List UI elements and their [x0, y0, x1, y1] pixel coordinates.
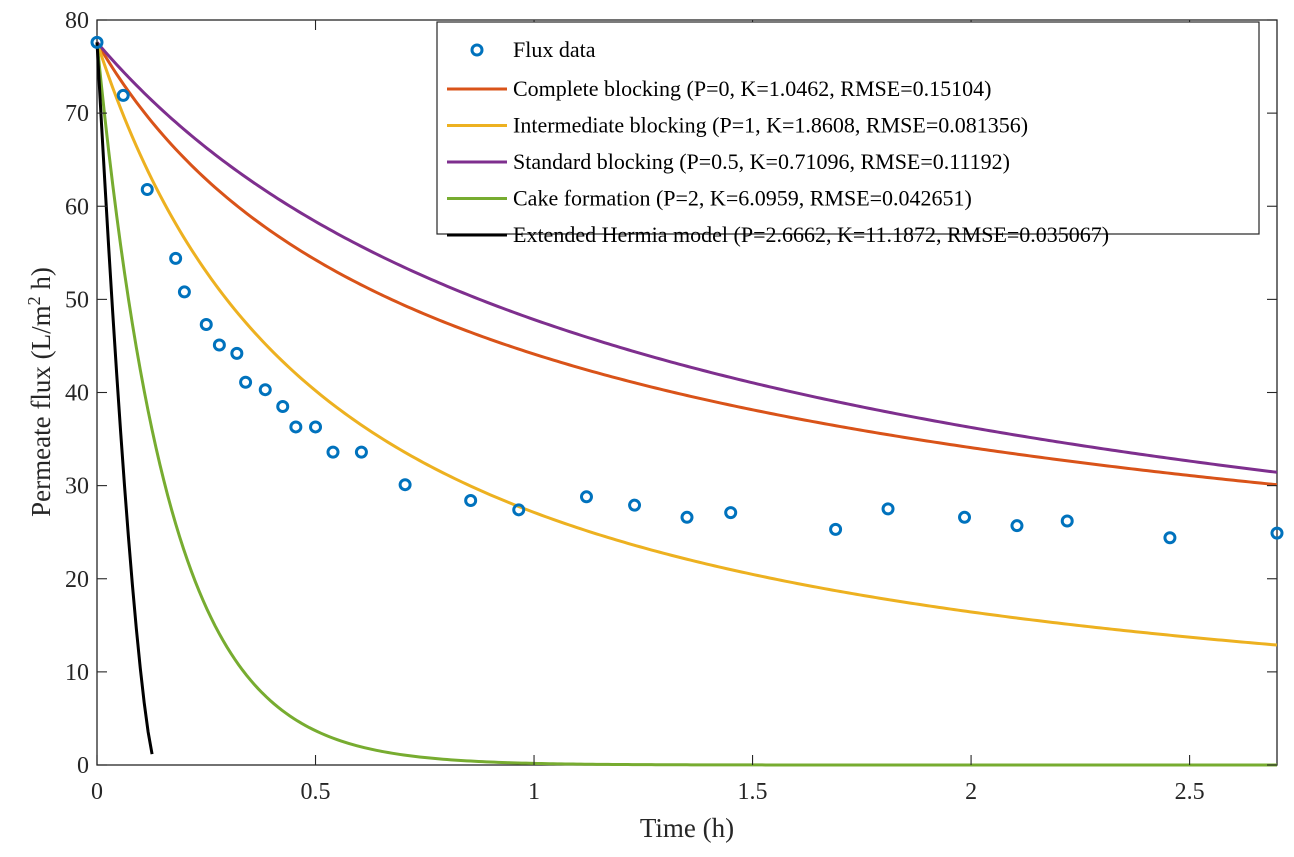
y-tick-label: 70 [65, 101, 89, 127]
flux-data-point [90, 35, 104, 49]
y-tick-label: 20 [65, 567, 89, 593]
flux-data-point [239, 375, 253, 389]
flux-data-point [140, 182, 154, 196]
model-curves [95, 41, 1278, 767]
x-tick-label: 2.5 [1175, 779, 1205, 805]
y-tick-label: 10 [65, 660, 89, 686]
flux-data-point [398, 478, 412, 492]
flux-data-point [1163, 531, 1177, 545]
legend-label-0: Complete blocking (P=0, K=1.0462, RMSE=0… [513, 76, 991, 101]
y-axis-title-superscript: 2 [24, 296, 44, 305]
y-tick-label: 30 [65, 474, 89, 500]
flux-data-point [724, 506, 738, 520]
y-tick-label: 80 [65, 8, 89, 34]
legend-label-1: Intermediate blocking (P=1, K=1.8608, RM… [513, 113, 1028, 138]
x-tick-label: 1.5 [738, 779, 768, 805]
y-ticks: 0 10 20 30 40 50 60 70 80 [65, 8, 1277, 779]
flux-data-point [680, 510, 694, 524]
y-axis-title: Permeate flux (L/m2 h) [24, 267, 56, 517]
flux-data-point [212, 338, 226, 352]
flux-data-point [1270, 526, 1284, 540]
flux-data-point [169, 251, 183, 265]
flux-data-point [230, 346, 244, 360]
flux-data-point [628, 498, 642, 512]
x-axis-title: Time (h) [640, 813, 734, 843]
flux-data-point [1010, 519, 1024, 533]
legend: Flux data Complete blocking (P=0, K=1.04… [436, 21, 1260, 247]
flux-data-point [1060, 514, 1074, 528]
plot-area: 0 0.5 1 1.5 2 2.5 0 10 20 30 40 50 60 70 80 [65, 8, 1284, 805]
flux-data-point [579, 490, 593, 504]
y-axis-title-main: Permeate flux (L/m [26, 305, 56, 516]
x-ticks: 0 0.5 1 1.5 2 2.5 [91, 20, 1205, 805]
x-tick-label: 2 [965, 779, 977, 805]
legend-label-4: Extended Hermia model (P=2.6662, K=11.18… [513, 222, 1109, 247]
flux-data-point [199, 318, 213, 332]
flux-data-point [354, 445, 368, 459]
series-line-0 [95, 41, 1278, 487]
x-tick-label: 0.5 [301, 779, 331, 805]
legend-label-flux-data: Flux data [513, 37, 596, 62]
y-tick-label: 60 [65, 194, 89, 220]
flux-data-point [829, 522, 843, 536]
y-tick-label: 50 [65, 287, 89, 313]
flux-data-point [881, 502, 895, 516]
series-line-4 [95, 42, 154, 755]
x-tick-label: 0 [91, 779, 103, 805]
legend-series: Complete blocking (P=0, K=1.0462, RMSE=0… [447, 76, 1109, 247]
flux-data-point [289, 420, 303, 434]
flux-data-point [276, 399, 290, 413]
flux-data-points [90, 35, 1284, 545]
flux-data-point [116, 88, 130, 102]
flux-data-point [958, 510, 972, 524]
flux-data-point [177, 285, 191, 299]
x-tick-label: 1 [528, 779, 540, 805]
flux-data-point [512, 503, 526, 517]
series-line-1 [95, 41, 1278, 647]
legend-marker-flux-data [470, 43, 484, 57]
flux-data-point [464, 494, 478, 508]
y-axis-title-tail: h) [26, 267, 56, 296]
y-tick-label: 40 [65, 381, 89, 407]
series-line-2 [95, 41, 1278, 474]
legend-box [436, 21, 1260, 235]
legend-label-3: Cake formation (P=2, K=6.0959, RMSE=0.04… [513, 186, 972, 211]
flux-data-point [309, 420, 323, 434]
flux-data-point [258, 383, 272, 397]
legend-label-2: Standard blocking (P=0.5, K=0.71096, RMS… [513, 149, 1010, 174]
y-tick-label: 0 [77, 753, 89, 779]
series-line-3 [95, 42, 1277, 767]
flux-data-point [326, 445, 340, 459]
